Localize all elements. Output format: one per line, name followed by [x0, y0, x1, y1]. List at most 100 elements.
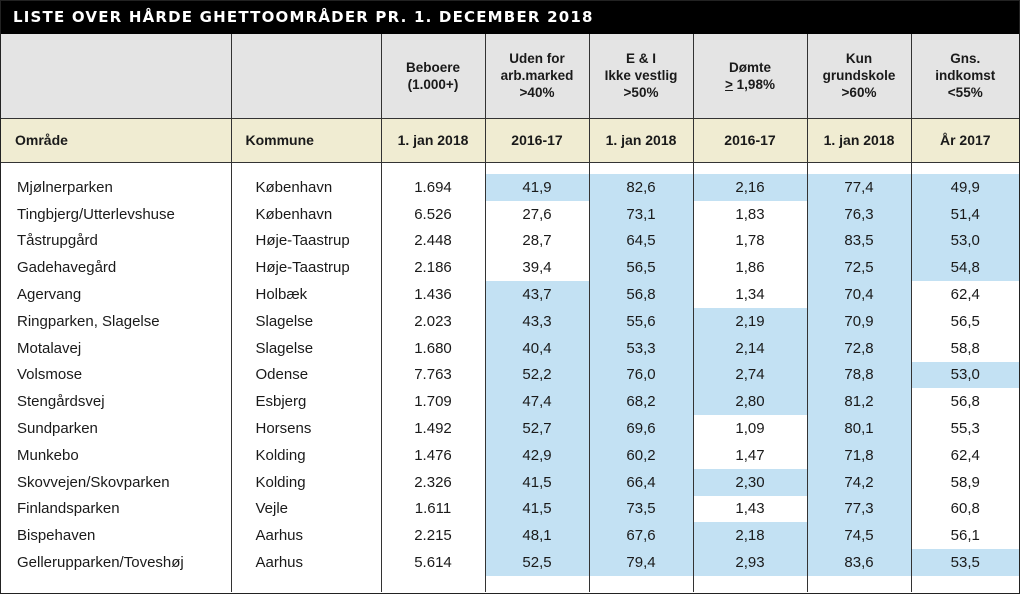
cell-municipality: Odense: [230, 361, 381, 389]
cell-convicted: 2,18: [692, 522, 807, 550]
table-row: Mjølnerparken København 1.694 41,9 82,6 2,16 7…: [1, 174, 1019, 201]
cell-basic-school-only: 70,9: [806, 307, 911, 335]
subheader-period: 2016-17: [692, 118, 807, 163]
cell-avg-income: 56,1: [910, 522, 1019, 550]
cell-outside-labor-market: 52,5: [484, 549, 589, 576]
cell-avg-income: 58,8: [910, 334, 1019, 362]
cell-residents: 1.436: [380, 281, 485, 308]
header-line: >50%: [623, 85, 659, 101]
header-line: Kun: [845, 51, 873, 67]
cell-area-name: Tåstrupgård: [17, 232, 98, 250]
header-line: >40%: [519, 85, 555, 101]
table-body: Mjølnerparken København 1.694 41,9 82,6 2,16 7…: [1, 162, 1019, 592]
cell-municipality: Slagelse: [230, 334, 381, 362]
table-title: LISTE OVER HÅRDE GHETTOOMRÅDER PR. 1. DE…: [1, 1, 1019, 34]
cell-basic-school-only: 72,8: [806, 334, 911, 362]
cell-convicted: 2,80: [692, 388, 807, 416]
cell-non-western-immigrants: 66,4: [588, 468, 693, 496]
cell-convicted: 1,34: [692, 281, 807, 308]
header-line: Ikke vestlig: [604, 68, 678, 84]
header-line: Uden for: [509, 51, 565, 67]
cell-municipality: Esbjerg: [230, 388, 381, 416]
cell-area-name: Bispehaven: [17, 527, 96, 545]
cell-municipality: Aarhus: [230, 549, 381, 576]
header-uden-for-arbmarked: Uden for arb.marked >40%: [484, 34, 589, 119]
tail-cell: [910, 575, 1019, 592]
cell-residents: 1.492: [380, 415, 485, 442]
header-gns-indkomst: Gns. indkomst <55%: [910, 34, 1019, 119]
cell-avg-income: 49,9: [910, 174, 1019, 201]
cell-convicted: 2,19: [692, 307, 807, 335]
cell-basic-school-only: 74,5: [806, 522, 911, 550]
tail-cell: [588, 575, 693, 592]
cell-municipality: Høje-Taastrup: [230, 227, 381, 255]
cell-area-name: Munkebo: [17, 446, 79, 464]
cell-non-western-immigrants: 56,8: [588, 281, 693, 308]
cell-convicted: 2,16: [692, 174, 807, 201]
cell-basic-school-only: 76,3: [806, 200, 911, 228]
cell-outside-labor-market: 52,7: [484, 415, 589, 442]
cell-non-western-immigrants: 79,4: [588, 549, 693, 576]
cell-basic-school-only: 81,2: [806, 388, 911, 416]
cell-residents: 1.680: [380, 334, 485, 362]
cell-residents: 2.023: [380, 307, 485, 335]
cell-convicted: 1,86: [692, 254, 807, 282]
cell-area-name: Volsmose: [17, 366, 83, 384]
ghetto-areas-table: Beboere (1.000+) Uden for arb.marked >40…: [1, 34, 1019, 592]
cell-outside-labor-market: 52,2: [484, 361, 589, 389]
cell-basic-school-only: 77,3: [806, 495, 911, 523]
table-row: Volsmose Odense 7.763 52,2 76,0 2,74 78,8 53,0: [1, 361, 1019, 389]
header-cell-empty: [230, 34, 381, 119]
tail-cell: [484, 575, 589, 592]
header-cell-empty: [1, 34, 231, 119]
table-row: Finlandsparken Vejle 1.611 41,5 73,5 1,43 77,3…: [1, 495, 1019, 523]
tail-cell: [230, 575, 381, 592]
cell-residents: 2.448: [380, 227, 485, 255]
cell-basic-school-only: 83,6: [806, 549, 911, 576]
header-line: (1.000+): [407, 76, 459, 92]
cell-convicted: 1,09: [692, 415, 807, 442]
cell-municipality: København: [230, 174, 381, 201]
cell-convicted: 1,78: [692, 227, 807, 255]
cell-outside-labor-market: 39,4: [484, 254, 589, 282]
cell-avg-income: 54,8: [910, 254, 1019, 282]
cell-area-name: Ringparken, Slagelse: [17, 312, 160, 330]
cell-basic-school-only: 72,5: [806, 254, 911, 282]
cell-residents: 5.614: [380, 549, 485, 576]
cell-outside-labor-market: 41,5: [484, 495, 589, 523]
header-line: arb.marked: [500, 68, 574, 84]
tail-row: [1, 575, 1019, 592]
subheader-period: År 2017: [910, 118, 1019, 163]
cell-residents: 1.709: [380, 388, 485, 416]
cell-basic-school-only: 83,5: [806, 227, 911, 255]
spacer-cell: [1, 162, 231, 174]
cell-basic-school-only: 77,4: [806, 174, 911, 201]
header-line: grundskole: [822, 68, 896, 84]
cell-basic-school-only: 74,2: [806, 468, 911, 496]
header-line: Gns.: [950, 51, 981, 67]
cell-convicted: 2,30: [692, 468, 807, 496]
header-line: >60%: [841, 85, 877, 101]
cell-basic-school-only: 78,8: [806, 361, 911, 389]
subheader-period: 1. jan 2018: [806, 118, 911, 163]
header-line: Beboere: [405, 59, 461, 75]
greater-equal-symbol: >: [725, 76, 733, 92]
cell-municipality: Kolding: [230, 468, 381, 496]
cell-avg-income: 60,8: [910, 495, 1019, 523]
tail-cell: [692, 575, 807, 592]
cell-outside-labor-market: 47,4: [484, 388, 589, 416]
cell-outside-labor-market: 43,3: [484, 307, 589, 335]
cell-convicted: 1,83: [692, 200, 807, 228]
cell-outside-labor-market: 40,4: [484, 334, 589, 362]
cell-non-western-immigrants: 60,2: [588, 441, 693, 469]
cell-municipality: Slagelse: [230, 307, 381, 335]
cell-non-western-immigrants: 64,5: [588, 227, 693, 255]
table-row: Sundparken Horsens 1.492 52,7 69,6 1,09 80,1 55…: [1, 415, 1019, 442]
cell-non-western-immigrants: 56,5: [588, 254, 693, 282]
header-line: > 1,98%: [694, 76, 807, 93]
spacer-cell: [806, 162, 911, 174]
spacer-cell: [380, 162, 485, 174]
tail-cell: [1, 576, 231, 592]
header-beboere: Beboere (1.000+): [380, 34, 485, 119]
header-line: indkomst: [935, 68, 996, 84]
